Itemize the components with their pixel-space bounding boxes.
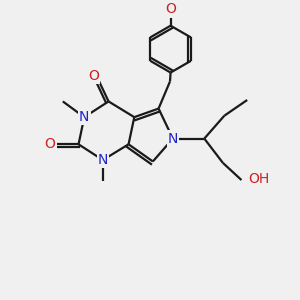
Text: O: O (166, 2, 177, 16)
Text: OH: OH (249, 172, 270, 187)
Text: O: O (88, 69, 99, 83)
Text: N: N (79, 110, 89, 124)
Text: N: N (168, 132, 178, 145)
Text: N: N (98, 153, 108, 167)
Text: O: O (44, 137, 56, 151)
